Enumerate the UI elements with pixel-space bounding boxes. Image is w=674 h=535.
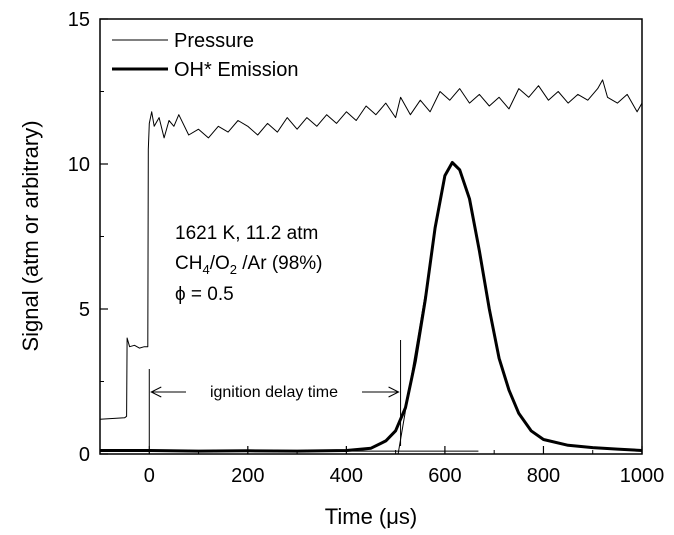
- legend-label-oh-emission: OH* Emission: [174, 59, 298, 81]
- x-axis-ticks: 0 200 400 600 800 1000: [99, 446, 665, 487]
- condition-text-line2: CH4/O2 /Ar (98%): [175, 253, 323, 277]
- x-axis-label: Time (μs): [325, 504, 418, 529]
- legend-label-pressure: Pressure: [174, 30, 254, 52]
- ignition-delay-label: ignition delay time: [210, 384, 338, 401]
- condition-text-phi: ϕ = 0.5: [175, 284, 234, 305]
- x-tick-label: 400: [330, 465, 363, 487]
- y-tick-label: 5: [79, 299, 90, 321]
- annotation-layer: ignition delay time: [100, 294, 479, 455]
- y-tick-label: 10: [68, 154, 90, 176]
- y-axis-ticks: 0 5 10 15: [68, 9, 108, 466]
- x-tick-label: 800: [527, 465, 560, 487]
- condition-sub-2: 2: [230, 262, 237, 277]
- y-tick-label: 15: [68, 9, 90, 31]
- condition-ch: CH: [175, 253, 202, 274]
- condition-o: /O: [210, 253, 230, 274]
- y-axis-label: Signal (atm or arbitrary): [18, 120, 43, 351]
- ignition-arrowhead-left: [150, 386, 162, 398]
- x-tick-label: 0: [144, 465, 155, 487]
- series-line-oh-emission: [100, 161, 643, 453]
- condition-text-line1: 1621 K, 11.2 atm: [175, 223, 318, 244]
- series-line-pressure: [99, 79, 643, 420]
- x-tick-label: 1000: [620, 465, 665, 487]
- condition-ar: /Ar (98%): [237, 253, 323, 274]
- condition-sub-4: 4: [202, 262, 209, 277]
- tangent-line: [397, 294, 426, 455]
- x-tick-label: 600: [428, 465, 461, 487]
- legend: Pressure OH* Emission: [112, 30, 298, 81]
- x-tick-label: 200: [231, 465, 264, 487]
- y-tick-label: 0: [79, 444, 90, 466]
- ignition-arrowhead-right: [388, 386, 400, 398]
